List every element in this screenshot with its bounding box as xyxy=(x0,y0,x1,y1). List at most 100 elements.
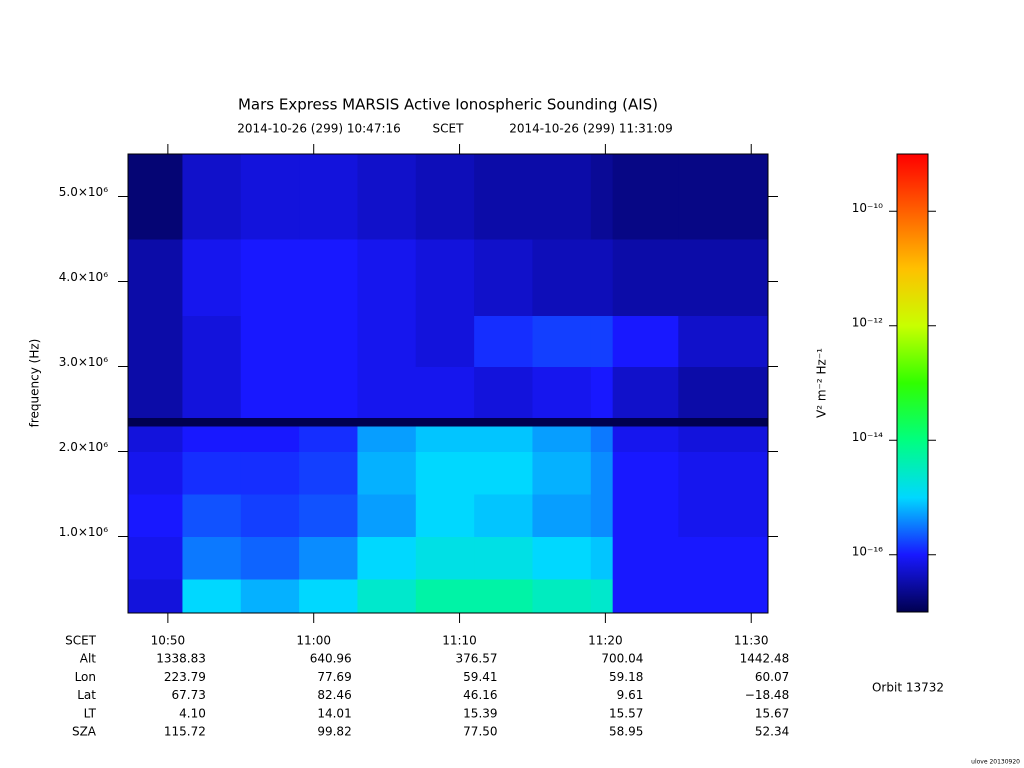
heatmap-cell xyxy=(474,494,533,537)
heatmap-cell xyxy=(590,579,614,614)
ephemeris-value: 14.01 xyxy=(317,706,351,720)
heatmap-cell xyxy=(182,366,242,418)
heatmap-cell xyxy=(299,417,358,427)
heatmap-cell xyxy=(415,494,475,537)
heatmap-cell xyxy=(678,366,769,418)
heatmap-cell xyxy=(415,239,475,316)
y-tick-label: 1.0×10⁶ xyxy=(59,525,108,539)
ephemeris-row-label: LT xyxy=(84,706,97,720)
heatmap-cell xyxy=(678,426,769,452)
heatmap-cell xyxy=(240,366,300,418)
heatmap-cell xyxy=(128,579,183,614)
orbit-label: Orbit 13732 xyxy=(872,681,944,695)
ephemeris-value: 15.57 xyxy=(609,706,643,720)
ephemeris-row-label: SCET xyxy=(65,634,97,648)
heatmap-cell xyxy=(415,536,475,580)
heatmap-cell xyxy=(357,451,417,495)
x-tick-label: 11:30 xyxy=(734,634,769,648)
heatmap-cell xyxy=(678,494,769,537)
heatmap-cell xyxy=(299,426,358,452)
heatmap-cell xyxy=(678,451,769,495)
heatmap-cell xyxy=(357,366,417,418)
plot-frame xyxy=(127,153,769,614)
heatmap-cell xyxy=(612,154,679,240)
heatmap-cell xyxy=(357,426,417,452)
colorbar-tick-label: 10⁻¹⁴ xyxy=(852,430,883,444)
heatmap-cell xyxy=(299,366,358,418)
ephemeris-value: 67.73 xyxy=(172,688,206,702)
colorbar xyxy=(896,153,929,613)
heatmap-cell xyxy=(532,451,592,495)
heatmap-cell xyxy=(415,154,475,240)
spectrogram xyxy=(128,154,769,614)
heatmap-cell xyxy=(612,315,679,367)
heatmap-cell xyxy=(678,579,769,614)
heatmap-cell xyxy=(240,579,300,614)
heatmap-cell xyxy=(415,579,475,614)
heatmap-cell xyxy=(299,154,358,240)
heatmap-cell xyxy=(532,494,592,537)
heatmap-cell xyxy=(590,451,614,495)
heatmap-cell xyxy=(612,451,679,495)
x-tick-label: 11:20 xyxy=(588,634,623,648)
heatmap-cell xyxy=(590,536,614,580)
heatmap-cell xyxy=(612,494,679,537)
heatmap-cell xyxy=(128,426,183,452)
heatmap-cell xyxy=(128,154,183,240)
time-label: SCET xyxy=(433,122,465,136)
heatmap-cell xyxy=(612,426,679,452)
heatmap-cell xyxy=(415,315,475,367)
heatmap-cell xyxy=(532,366,592,418)
ephemeris-value: 15.67 xyxy=(755,706,789,720)
ephemeris-row-label: SZA xyxy=(72,725,97,739)
heatmap-cell xyxy=(357,239,417,316)
heatmap-cell xyxy=(532,239,592,316)
heatmap-cell xyxy=(357,494,417,537)
x-tick-label: 10:50 xyxy=(151,634,186,648)
heatmap-cell xyxy=(474,451,533,495)
y-tick-label: 3.0×10⁶ xyxy=(59,355,108,369)
heatmap-cell xyxy=(678,239,769,316)
heatmap-cell xyxy=(240,239,300,316)
start-time: 2014-10-26 (299) 10:47:16 xyxy=(237,122,401,136)
heatmap-cell xyxy=(678,417,769,427)
heatmap-cell xyxy=(532,154,592,240)
heatmap-cell xyxy=(299,239,358,316)
heatmap-cell xyxy=(182,239,242,316)
heatmap-cell xyxy=(612,579,679,614)
heatmap-cell xyxy=(474,417,533,427)
heatmap-cell xyxy=(240,494,300,537)
heatmap-cell xyxy=(128,494,183,537)
heatmap-cell xyxy=(182,451,242,495)
ephemeris-value: −18.48 xyxy=(745,688,789,702)
ephemeris-value: 700.04 xyxy=(601,652,643,666)
heatmap-cell xyxy=(590,426,614,452)
heatmap-cell xyxy=(357,417,417,427)
ephemeris-value: 1442.48 xyxy=(740,652,790,666)
ephemeris-row-label: Lat xyxy=(77,688,96,702)
heatmap-cell xyxy=(182,315,242,367)
x-tick-label: 11:00 xyxy=(296,634,331,648)
ephemeris-value: 115.72 xyxy=(164,725,206,739)
heatmap-cell xyxy=(590,494,614,537)
heatmap-cell xyxy=(474,426,533,452)
heatmap-cell xyxy=(299,451,358,495)
ephemeris-row-label: Alt xyxy=(80,652,97,666)
heatmap-cell xyxy=(612,536,679,580)
colorbar-tick-label: 10⁻¹⁰ xyxy=(852,201,883,215)
ephemeris-value: 59.18 xyxy=(609,670,643,684)
heatmap-cell xyxy=(590,366,614,418)
heatmap-cell xyxy=(182,579,242,614)
heatmap-cell xyxy=(532,417,592,427)
ephemeris-value: 82.46 xyxy=(317,688,351,702)
heatmap-cell xyxy=(678,536,769,580)
ephemeris-value: 223.79 xyxy=(164,670,206,684)
heatmap-cell xyxy=(532,426,592,452)
colorbar-tick-label: 10⁻¹⁶ xyxy=(852,544,883,558)
heatmap-cell xyxy=(415,451,475,495)
heatmap-cell xyxy=(299,536,358,580)
ephemeris-value: 59.41 xyxy=(463,670,497,684)
ephemeris-value: 1338.83 xyxy=(156,652,206,666)
heatmap-cell xyxy=(415,366,475,418)
y-tick-label: 4.0×10⁶ xyxy=(59,270,108,284)
